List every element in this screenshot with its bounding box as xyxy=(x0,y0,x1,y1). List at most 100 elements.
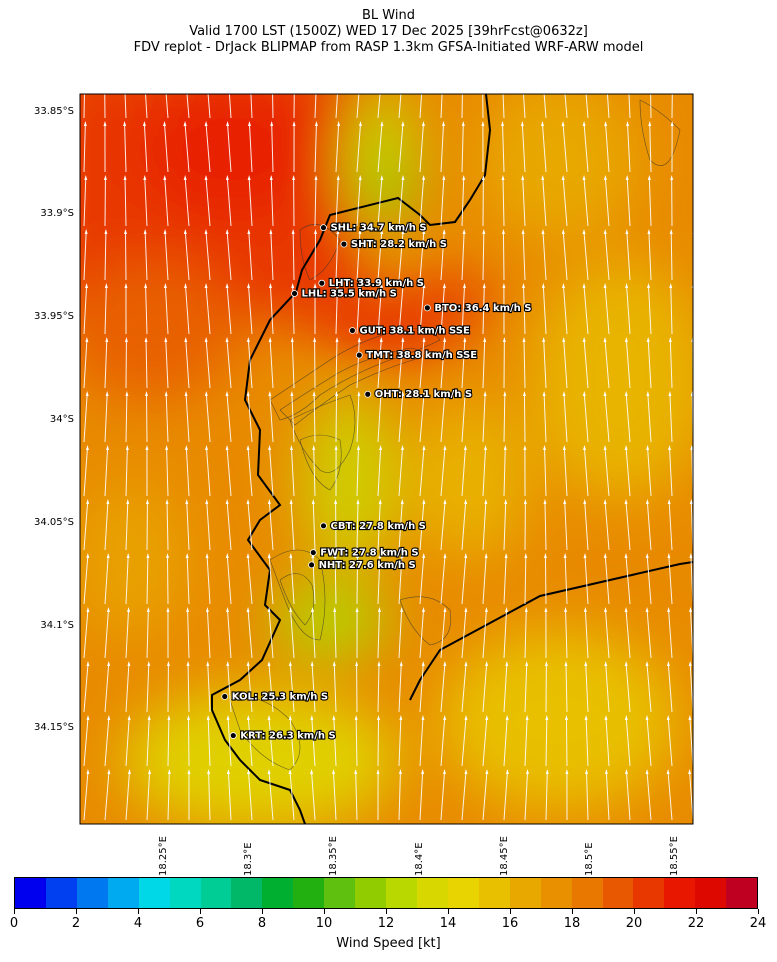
wind-vector-head xyxy=(126,553,130,558)
wind-vector-head xyxy=(313,283,317,288)
wind-vector xyxy=(461,94,463,119)
station-marker[interactable] xyxy=(318,279,326,287)
wind-vector-head xyxy=(401,391,405,396)
wind-vector xyxy=(440,663,446,713)
lat-tick-label: 34.1°S xyxy=(40,619,74,631)
wind-vector-head xyxy=(107,769,111,774)
colorbar-segment xyxy=(695,878,727,908)
wind-vector xyxy=(248,285,253,335)
wind-vector xyxy=(83,123,86,173)
wind-vector xyxy=(313,447,316,497)
station-marker[interactable] xyxy=(229,732,237,739)
wind-vector xyxy=(335,339,338,389)
wind-vector xyxy=(356,94,360,119)
wind-vector-head xyxy=(666,715,670,720)
wind-vector xyxy=(562,177,568,227)
wind-vector-head xyxy=(646,445,650,450)
wind-vector xyxy=(542,285,547,335)
lat-tick-label: 34.15°S xyxy=(34,722,74,734)
wind-vector xyxy=(461,123,464,173)
wind-vector xyxy=(205,177,211,227)
station-marker[interactable] xyxy=(355,351,363,359)
wind-vector-head xyxy=(267,661,271,666)
wind-vector xyxy=(440,393,446,443)
wind-vector xyxy=(667,771,673,821)
wind-vector-head xyxy=(422,607,426,612)
wind-vector xyxy=(668,501,673,551)
wind-vector xyxy=(125,555,129,605)
wind-vector-head xyxy=(645,661,649,666)
wind-vector xyxy=(565,663,568,713)
wind-vector-head xyxy=(183,229,187,234)
wind-vector-head xyxy=(225,499,229,504)
wind-vector-head xyxy=(442,67,445,72)
wind-vector-head xyxy=(562,445,566,450)
wind-vector-head xyxy=(603,391,607,396)
wind-vector-head xyxy=(288,661,292,666)
wind-vector-head xyxy=(124,229,128,234)
wind-vector-head xyxy=(206,661,210,666)
wind-vector-head xyxy=(541,283,545,288)
wind-vector-head xyxy=(485,661,489,666)
colorbar-segment xyxy=(416,878,448,908)
lon-tick-label: 18.35°E xyxy=(328,836,340,876)
station-marker[interactable] xyxy=(309,549,317,556)
wind-vector xyxy=(185,393,190,443)
wind-vector-head xyxy=(204,391,208,396)
colorbar-tickmark xyxy=(634,909,635,914)
wind-vector-head xyxy=(422,175,426,180)
wind-vector xyxy=(83,177,87,227)
wind-vector-head xyxy=(226,769,230,774)
wind-vector-head xyxy=(443,661,447,666)
wind-vector-head xyxy=(184,283,188,288)
station-marker[interactable] xyxy=(291,290,298,297)
wind-vector xyxy=(522,177,526,227)
wind-vector-head xyxy=(666,661,670,666)
station-marker[interactable] xyxy=(423,304,431,312)
wind-vector-head xyxy=(289,499,293,504)
wind-vector-head xyxy=(503,391,507,396)
colorbar-tickmark xyxy=(262,909,263,914)
wind-vector-head xyxy=(645,715,649,720)
wind-vector-head xyxy=(126,499,130,504)
wind-vector-head xyxy=(646,391,650,396)
wind-vector xyxy=(419,94,423,119)
station-marker[interactable] xyxy=(320,522,327,530)
wind-vector xyxy=(419,123,424,173)
station-marker[interactable] xyxy=(340,240,348,248)
wind-vector xyxy=(272,94,274,119)
wind-vector-head xyxy=(246,661,250,666)
wind-vector xyxy=(314,94,317,119)
station-marker[interactable] xyxy=(349,327,356,334)
colorbar-tick-label: 22 xyxy=(687,916,705,931)
wind-vector-head xyxy=(269,175,273,180)
wind-vector-head xyxy=(125,391,129,396)
wind-vector xyxy=(667,663,673,713)
wind-vector xyxy=(83,501,89,551)
wind-vector xyxy=(143,123,148,173)
wind-vector-head xyxy=(524,607,528,612)
station-marker[interactable] xyxy=(364,390,372,398)
wind-vector-head xyxy=(292,121,296,126)
wind-vector-head xyxy=(106,499,110,504)
wind-vector-head xyxy=(443,553,447,558)
colorbar-segment xyxy=(602,878,634,908)
wind-vector xyxy=(604,393,610,443)
wind-vector-head xyxy=(84,175,88,180)
wind-vector-head xyxy=(647,229,651,234)
wind-vector xyxy=(524,771,528,821)
colorbar-tick-label: 24 xyxy=(749,916,767,931)
wind-vector-head xyxy=(442,283,446,288)
wind-vector-head xyxy=(443,607,447,612)
wind-vector-head xyxy=(267,499,271,504)
wind-vector-head xyxy=(205,607,209,612)
wind-vector xyxy=(542,231,547,281)
wind-vector-head xyxy=(505,715,509,720)
wind-vector xyxy=(164,177,169,227)
station-marker[interactable] xyxy=(320,224,327,232)
wind-vector-head xyxy=(248,67,251,72)
station-marker[interactable] xyxy=(308,561,315,569)
station-marker[interactable] xyxy=(221,693,229,700)
wind-vector xyxy=(440,285,445,335)
wind-vector-head xyxy=(520,121,524,126)
